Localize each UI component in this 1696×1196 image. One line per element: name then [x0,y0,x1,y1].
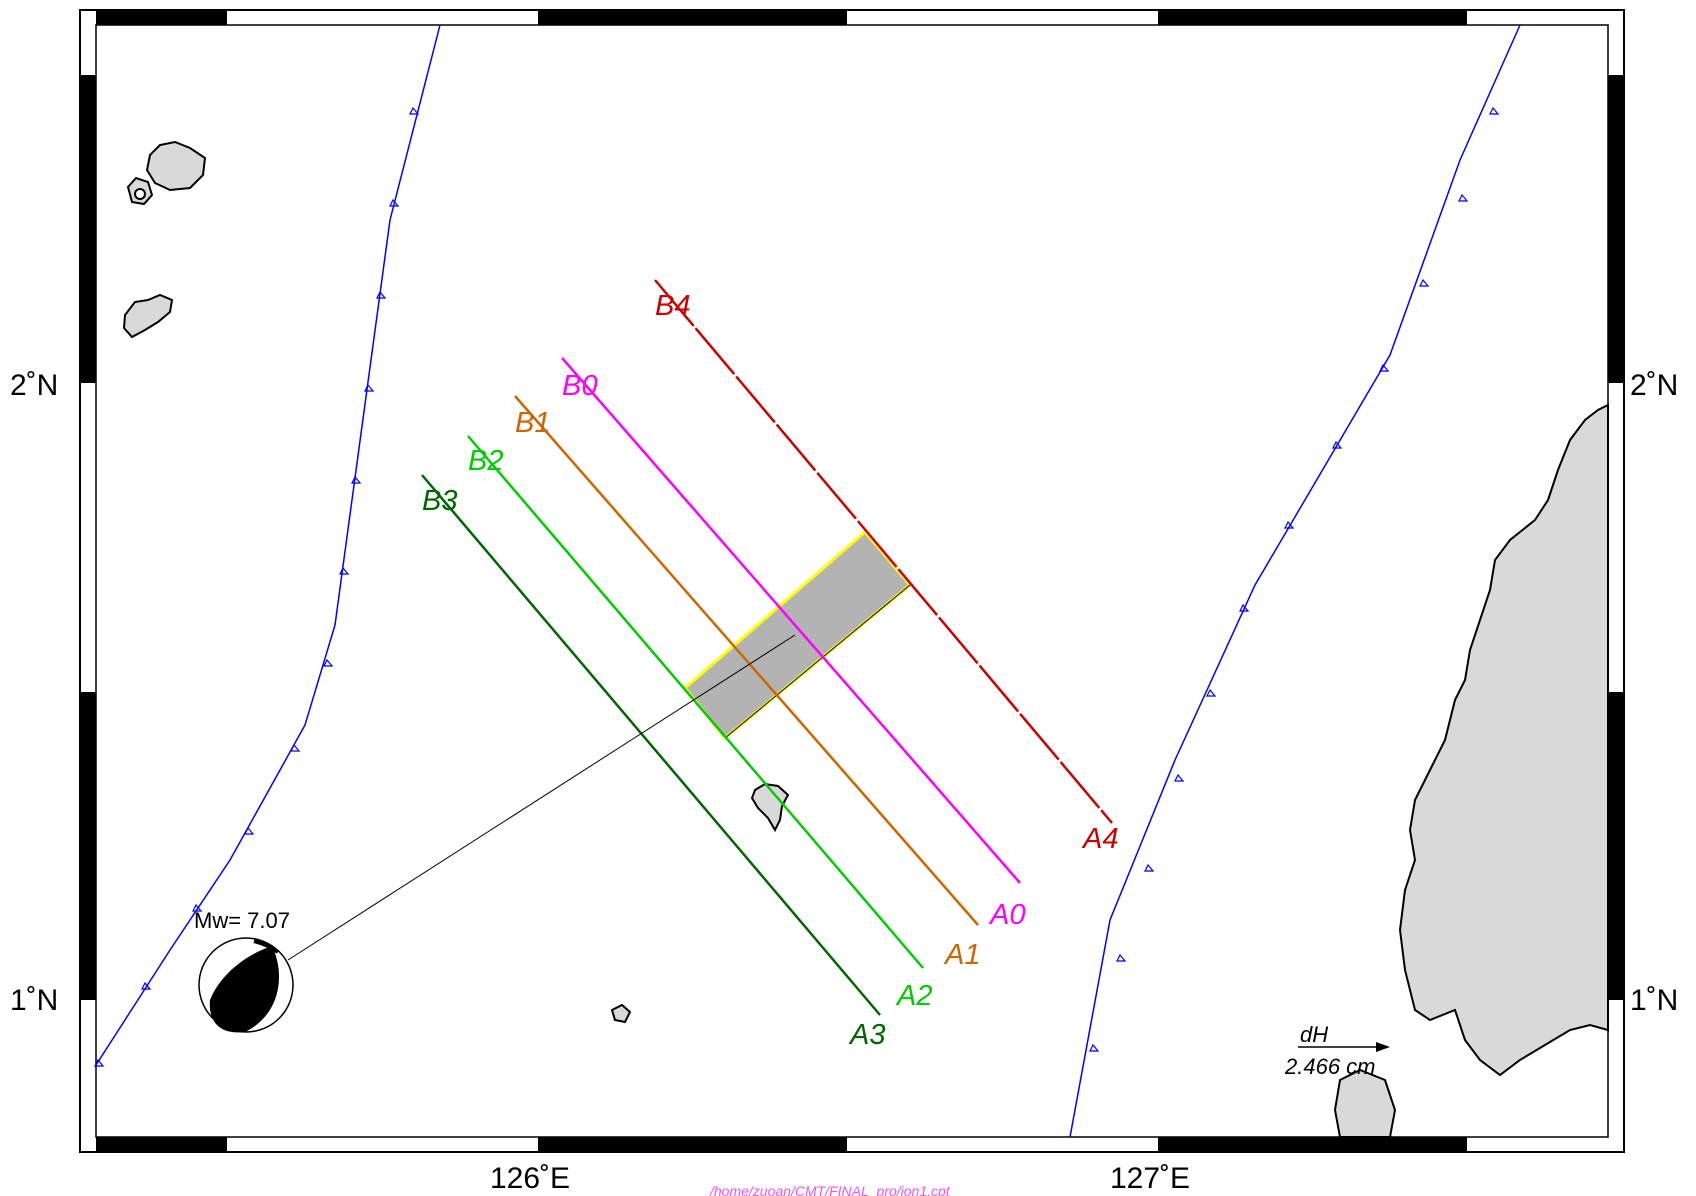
lat-label-1-left: 1˚N [10,984,58,1017]
lat-label-1-right: 1˚N [1630,984,1678,1017]
trench-teeth [94,106,1500,1067]
lat-label-2-right: 2˚N [1630,369,1678,402]
profile-1-end-label: A1 [943,939,980,971]
island-nw-large [145,140,207,192]
magnitude-label: Mw= 7.07 [194,908,290,933]
scale-symbol-label: dH [1300,1022,1328,1047]
map-frame [79,9,1625,1153]
profile-line-3 [421,474,881,1016]
island-small-south [610,1003,632,1024]
focal-mechanism-beachball [198,937,294,1033]
land-masses [122,140,1609,1138]
trench-east [1069,24,1521,1138]
profile-4-start-label: B4 [655,290,690,322]
profile-labels: B0 A0 B1 A1 B2 A2 B3 A3 B4 A4 [422,290,1118,1051]
arrow-head-icon [1376,1042,1390,1052]
profile-1-start-label: B1 [515,407,550,439]
trench-west [95,24,441,1066]
scale-value-label: 2.466 cm [1284,1054,1376,1079]
island-center [750,782,790,833]
profile-3-end-label: A3 [848,1019,885,1051]
profile-4-end-label: A4 [1081,823,1118,855]
fault-plane [682,529,913,741]
epicenter-connector [287,634,796,961]
profile-line-0 [561,357,1021,884]
profile-line-2 [467,435,924,969]
profile-lines [421,279,1113,1016]
displacement-scale: dH 2.466 cm [1284,1022,1390,1079]
land-east [1398,403,1609,1077]
profile-2-end-label: A2 [895,980,932,1012]
profile-line-4 [654,279,1113,824]
footer-path: /home/zuoan/CMT/FINAL_pro/ion1.cpt [709,1183,951,1196]
profile-3-start-label: B3 [422,485,457,517]
island-w [122,293,174,339]
lon-label-126: 126˚E [490,1162,570,1195]
axis-labels: 126˚E 127˚E 2˚N 1˚N 2˚N 1˚N [10,369,1678,1195]
profile-line-1 [514,395,979,926]
profile-2-start-label: B2 [468,445,503,477]
profile-0-start-label: B0 [562,370,597,402]
fault-top-edge [724,584,911,739]
profile-0-end-label: A0 [988,899,1025,931]
lat-label-2-left: 2˚N [10,369,58,402]
island-se [1333,1068,1397,1138]
trench-lines [95,24,1521,1138]
lon-label-127: 127˚E [1110,1162,1190,1195]
